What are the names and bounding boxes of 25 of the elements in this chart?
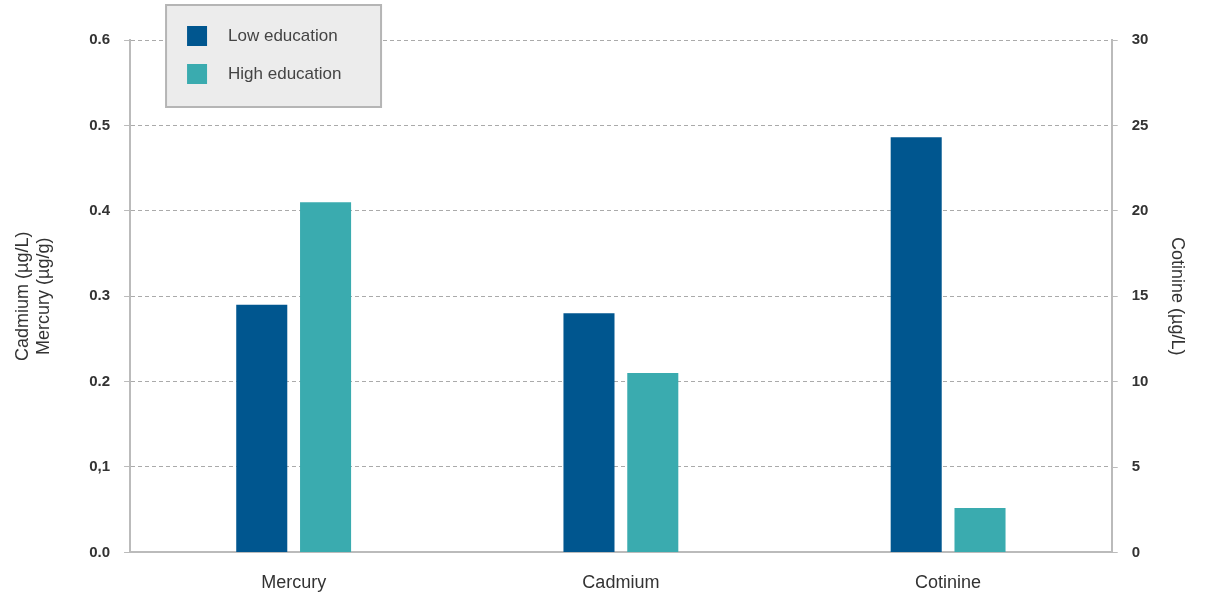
y2-tick-label: 5 <box>1131 457 1141 475</box>
y2-axis-title: Cotinine (µg/L) <box>1168 236 1189 356</box>
x-tick-label: Mercury <box>261 572 327 593</box>
y-axis-title: Cadmium (µg/L) Mercury (µg/g) <box>11 231 54 361</box>
bar <box>236 304 288 552</box>
y-tick-label: 0.5 <box>89 115 111 133</box>
bar <box>300 202 352 552</box>
bar <box>563 313 615 552</box>
y2-tick-label: 25 <box>1131 115 1149 133</box>
y-tick-label: 0.0 <box>89 542 111 560</box>
bar <box>627 373 679 552</box>
y-tick-label: 0.6 <box>89 30 111 48</box>
y2-tick-label: 0 <box>1131 542 1141 560</box>
y-tick-label: 0.3 <box>89 286 111 304</box>
legend-label: Low education <box>228 25 338 45</box>
y2-tick-label: 10 <box>1131 371 1149 389</box>
y2-tick-label: 15 <box>1131 286 1149 304</box>
y2-tick-label: 30 <box>1131 30 1149 48</box>
y2-tick-label: 20 <box>1131 200 1149 218</box>
y-tick-label: 0,1 <box>89 457 111 475</box>
y-tick-label: 0.2 <box>89 371 111 389</box>
y-tick-label: 0.4 <box>89 200 111 218</box>
x-tick-label: Cadmium <box>582 572 660 593</box>
x-tick-label: Cotinine <box>915 572 982 593</box>
legend-label: High education <box>228 63 342 83</box>
